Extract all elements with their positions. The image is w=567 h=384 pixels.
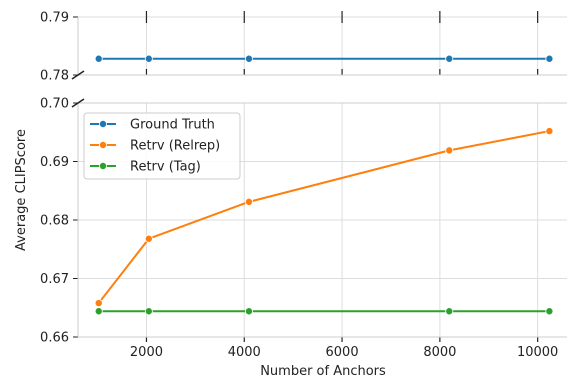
data-point xyxy=(94,54,103,63)
x-axis-label: Number of Anchors xyxy=(260,364,386,379)
data-point xyxy=(244,307,253,316)
data-point xyxy=(144,54,153,63)
y-tick-label-top: 0.79 xyxy=(40,11,69,26)
legend-frame xyxy=(83,112,241,180)
series-layer xyxy=(94,54,554,316)
data-point xyxy=(545,54,554,63)
x-tick-label: 2000 xyxy=(130,345,163,360)
y-tick-label-bottom: 0.69 xyxy=(40,155,69,170)
x-tick-label: 8000 xyxy=(423,345,456,360)
x-tick-label: 6000 xyxy=(326,345,359,360)
tick-labels: 2000 4000 6000 8000 10000 0.79 0.78 0.70 0.69 0.6… xyxy=(40,11,558,361)
y-tick-label-bottom: 0.66 xyxy=(40,331,69,346)
axis-break-mark xyxy=(71,70,85,80)
y-tick-label-bottom: 0.67 xyxy=(40,272,69,287)
data-point xyxy=(445,146,454,155)
axes-layer xyxy=(71,11,567,342)
legend-swatch-marker xyxy=(99,161,108,170)
data-point xyxy=(94,307,103,316)
x-tick-label: 4000 xyxy=(228,345,261,360)
legend-label: Retrv (Tag) xyxy=(130,160,201,175)
data-point xyxy=(545,127,554,136)
legend-label: Retrv (Relrep) xyxy=(130,139,220,154)
data-point xyxy=(244,54,253,63)
y-tick-label-bottom: 0.70 xyxy=(40,97,69,112)
y-axis-label: Average CLIPScore xyxy=(14,129,29,251)
data-point xyxy=(144,234,153,243)
legend-swatch-marker xyxy=(99,140,108,149)
y-tick-label-top: 0.78 xyxy=(40,69,69,84)
legend: Ground Truth Retrv (Relrep) Retrv (Tag) xyxy=(83,112,241,180)
data-point xyxy=(445,307,454,316)
data-point xyxy=(94,299,103,308)
data-point xyxy=(244,197,253,206)
x-tick-label: 10000 xyxy=(517,345,558,360)
legend-swatch-marker xyxy=(99,120,108,129)
data-point xyxy=(445,54,454,63)
legend-label: Ground Truth xyxy=(130,118,215,133)
axis-break-mark xyxy=(71,98,85,108)
y-tick-label-bottom: 0.68 xyxy=(40,214,69,229)
data-point xyxy=(144,307,153,316)
data-point xyxy=(545,307,554,316)
